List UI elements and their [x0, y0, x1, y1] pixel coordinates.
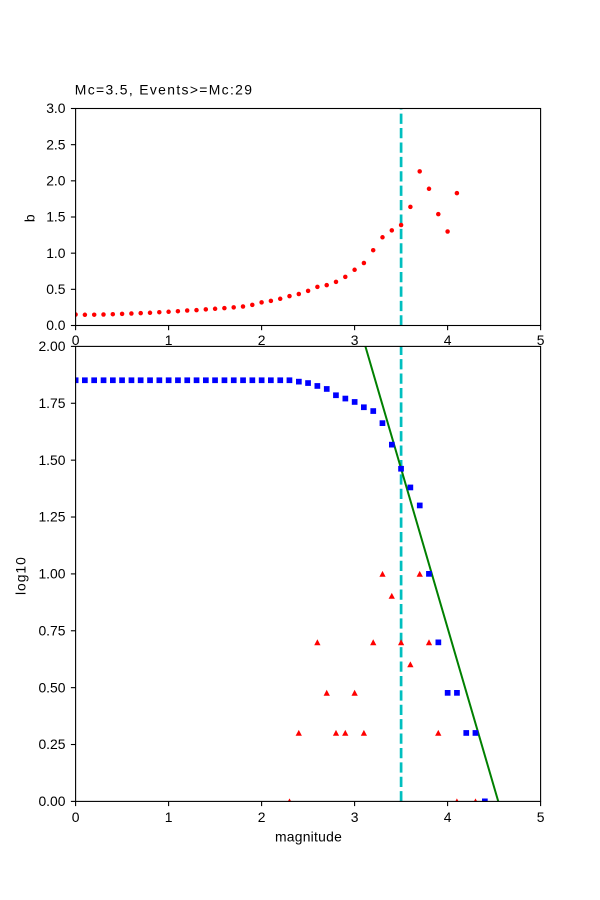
svg-text:1.50: 1.50 — [38, 452, 65, 468]
svg-text:1.25: 1.25 — [38, 509, 65, 525]
svg-text:0.00: 0.00 — [38, 793, 65, 809]
svg-text:1: 1 — [165, 332, 173, 348]
svg-text:4: 4 — [444, 332, 452, 348]
svg-text:2.5: 2.5 — [46, 136, 66, 152]
svg-text:1.5: 1.5 — [46, 209, 66, 225]
svg-text:1.0: 1.0 — [46, 245, 66, 261]
svg-text:log10: log10 — [12, 556, 28, 595]
svg-text:2.0: 2.0 — [46, 173, 66, 189]
svg-text:0.25: 0.25 — [38, 736, 65, 752]
svg-text:2: 2 — [258, 809, 266, 825]
svg-text:2: 2 — [258, 332, 266, 348]
svg-text:0: 0 — [72, 332, 80, 348]
svg-text:0.50: 0.50 — [38, 679, 65, 695]
svg-text:2.00: 2.00 — [38, 338, 65, 354]
svg-text:3: 3 — [351, 809, 359, 825]
svg-text:1.75: 1.75 — [38, 395, 65, 411]
svg-text:4: 4 — [444, 809, 452, 825]
svg-text:b: b — [22, 214, 38, 222]
svg-text:0.0: 0.0 — [46, 317, 66, 333]
svg-text:0: 0 — [72, 809, 80, 825]
svg-text:1.00: 1.00 — [38, 566, 65, 582]
svg-text:magnitude: magnitude — [275, 829, 342, 845]
svg-text:0.5: 0.5 — [46, 281, 66, 297]
svg-text:1: 1 — [165, 809, 173, 825]
svg-text:5: 5 — [537, 809, 545, 825]
svg-text:0.75: 0.75 — [38, 622, 65, 638]
svg-text:3.0: 3.0 — [46, 100, 66, 116]
svg-text:Mc=3.5, Events>=Mc:29: Mc=3.5, Events>=Mc:29 — [75, 81, 254, 97]
svg-text:3: 3 — [351, 332, 359, 348]
svg-text:5: 5 — [537, 332, 545, 348]
